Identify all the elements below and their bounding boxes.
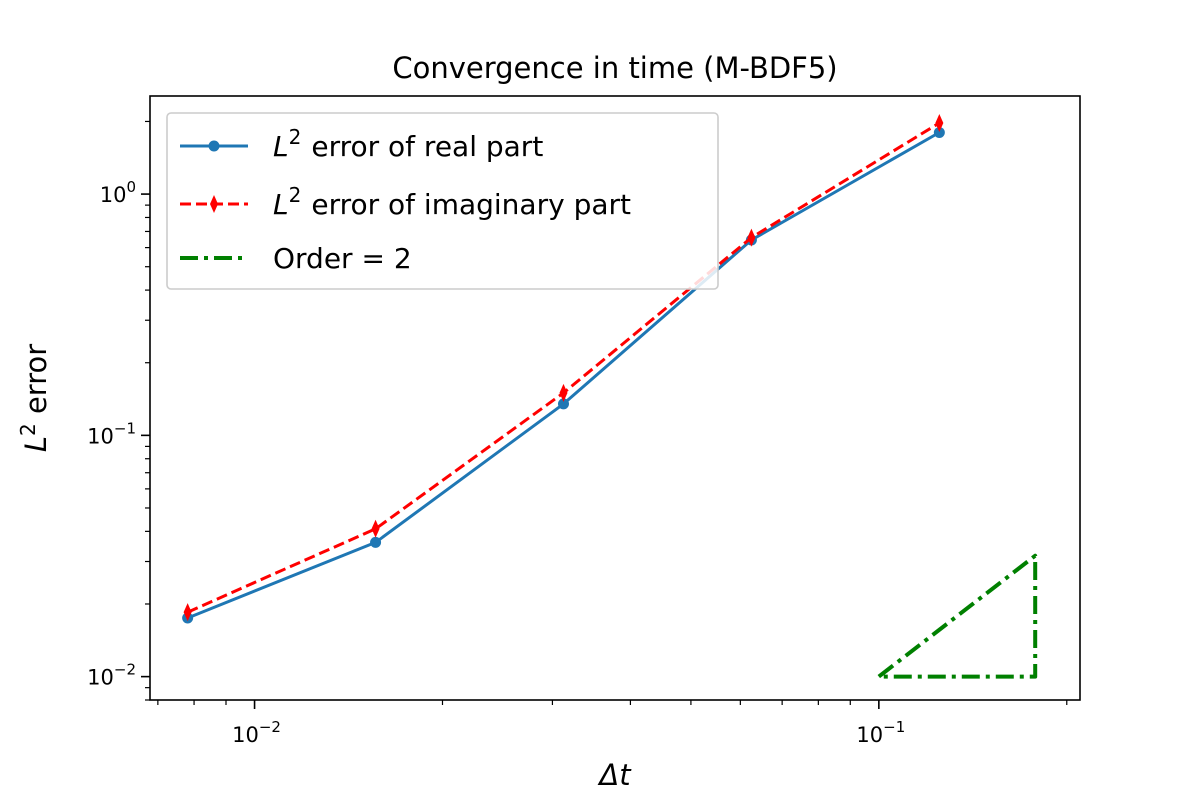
data-point-imag [559, 383, 568, 402]
legend-swatch-real-marker [208, 140, 220, 152]
x-tick-label-base: 10 [856, 723, 883, 747]
chart-title: Convergence in time (M-BDF5) [392, 51, 837, 85]
legend-label-imag-prefix: L [273, 188, 289, 221]
y-tick-label-base: 10 [100, 183, 127, 207]
plot-frame [149, 95, 1081, 701]
legend-label-real-name: error of real part [311, 130, 543, 163]
y-axis-label-base: L [19, 436, 53, 452]
legend-frame [166, 112, 719, 290]
data-point-imag [935, 114, 944, 133]
y-tick-label: 10−1 [87, 419, 136, 448]
x-tick-label-exponent: −2 [259, 718, 281, 736]
legend: L2 error of real part L2 error of imaginar… [166, 112, 719, 290]
legend-label-order: Order = 2 [273, 242, 412, 275]
legend-label-imag-name: error of imaginary part [311, 188, 631, 221]
legend-label-real-sup: 2 [289, 125, 302, 149]
y-tick-label-base: 10 [87, 666, 114, 690]
x-axis-label: Δt [597, 758, 632, 792]
x-tick-label-exponent: −1 [883, 718, 905, 736]
series-layer [182, 114, 1038, 679]
y-tick-label-base: 10 [87, 424, 114, 448]
y-tick-label-exponent: −2 [114, 661, 136, 679]
legend-label-imag: L2 error of imaginary part [273, 183, 631, 221]
legend-label-real-prefix: L [273, 130, 289, 163]
data-point-imag [183, 603, 192, 622]
y-axis-label-sup: 2 [16, 423, 40, 436]
data-point-imag [747, 228, 756, 247]
y-tick-label: 10−2 [87, 661, 136, 690]
y-tick-label: 100 [100, 178, 136, 207]
legend-swatch-imag-marker [210, 195, 218, 213]
x-tick-label: 10−2 [232, 718, 281, 747]
y-axis-label-suffix: error [19, 344, 53, 424]
legend-label-imag-sup: 2 [289, 183, 302, 207]
data-point-real [557, 398, 569, 410]
legend-label-real: L2 error of real part [273, 125, 543, 163]
x-tick-label: 10−1 [856, 718, 905, 747]
x-tick-label-base: 10 [232, 723, 259, 747]
y-axis-label: L2 error [16, 344, 53, 452]
data-point-imag [371, 519, 380, 538]
y-tick-label-exponent: −1 [114, 419, 136, 437]
data-point-real [933, 126, 945, 138]
y-tick-label-exponent: 0 [126, 178, 136, 196]
data-point-real [370, 536, 382, 548]
